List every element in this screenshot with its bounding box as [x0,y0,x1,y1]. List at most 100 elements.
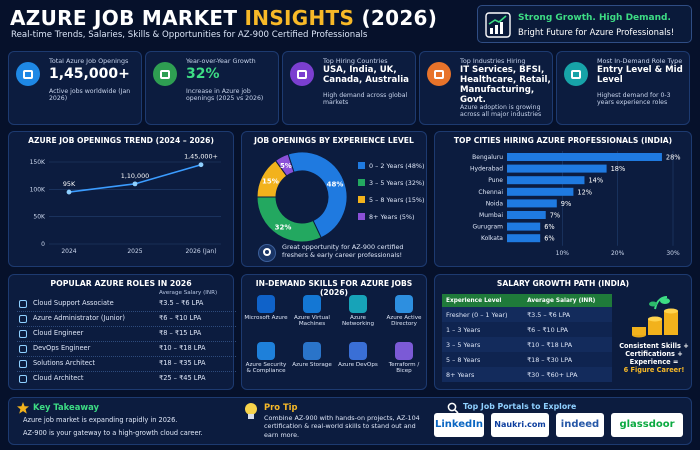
city-value-label: 6% [544,235,554,243]
legend-swatch [358,213,365,220]
trend-x-tick: 2024 [61,248,76,255]
skill-icon [349,342,367,360]
trend-chart: 150K 100K 50K 0 95K 2024 1,10,000 2025 1,45,000+… [30,153,221,255]
salary-card: SALARY GROWTH PATH (INDIA) Experience Le… [434,274,692,390]
role-salary: ₹10 – ₹18 LPA [159,344,206,352]
city-label: Mumbai [479,212,503,219]
kpi-value: Entry Level & Mid Level [597,65,683,85]
city-bar [507,176,585,185]
experience-donut: 48% 32% 15%5% [256,151,348,243]
kpi-value: IT Services, BFSI, Healthcare, Retail, M… [460,65,551,105]
donut-slice [287,151,348,239]
salary-table: Experience Level Average Salary (INR) Fr… [442,294,612,382]
role-icon [19,330,27,338]
skill-icon [395,342,413,360]
cities-title: TOP CITIES HIRING AZURE PROFESSIONALS (I… [453,136,673,145]
portal-linkedin[interactable]: LinkedIn [434,413,484,437]
role-salary: ₹3.5 – ₹6 LPA [159,299,204,307]
trend-x-tick: 2026 (Jan) [185,248,216,255]
skill-item: Azure Storage [289,342,335,368]
role-salary: ₹18 – ₹35 LPA [159,359,206,367]
role-name: DevOps Engineer [33,344,91,352]
skills-title: IN-DEMAND SKILLS FOR AZURE JOBS (2026) [255,279,413,297]
skill-item: Azure Active Directory [381,295,427,327]
skill-item: Microsoft Azure [243,295,289,321]
salary-header-amount: Average Salary (INR) [527,297,596,304]
donut-legend-item: 8+ Years (5%) [358,213,414,221]
trend-y-tick: 150K [30,159,46,166]
kpi-label: Year-over-Year Growth [186,57,256,65]
portal-glassdoor[interactable]: glassdoor [611,413,683,437]
city-x-tick: 20% [611,250,625,257]
kpi-card: Top Industries Hiring IT Services, BFSI, … [419,51,553,125]
roles-card: POPULAR AZURE ROLES IN 2026 Average Sala… [8,274,236,390]
roles-title: POPULAR AZURE ROLES IN 2026 [50,279,192,288]
portal-indeed[interactable]: indeed [556,413,604,437]
skill-item: Terraform / Bicep [381,342,427,374]
salary-level: 1 – 3 Years [446,325,481,334]
trend-point [198,162,204,168]
city-label: Bengaluru [472,154,503,161]
role-icon [19,375,27,383]
kpi-card: Top Hiring Countries USA, India, UK, Cana… [282,51,416,125]
salary-amount: ₹10 – ₹18 LPA [527,340,573,349]
trend-point [66,189,72,195]
donut-slice-label: 5% [280,162,292,170]
protip-text: Combine AZ-900 with hands-on projects, A… [264,414,420,439]
donut-legend-item: 3 – 5 Years (32%) [358,179,425,187]
role-icon [19,315,27,323]
city-label: Pune [488,177,503,184]
role-name: Cloud Engineer [33,329,84,337]
kpi-value: 32% [186,66,220,82]
search-icon [447,402,459,414]
kpi-note: High demand across global markets [323,92,408,106]
city-value-label: 9% [561,200,571,208]
briefcase-icon [16,62,40,86]
donut-slice-label: 48% [327,180,344,188]
salary-level: 5 – 8 Years [446,355,481,364]
trend-y-tick: 100K [30,186,46,193]
salary-amount: ₹18 – ₹30 LPA [527,355,573,364]
city-value-label: 12% [577,188,592,196]
skill-item: Azure Networking [335,295,381,327]
portal-naukri[interactable]: Naukri.com [491,413,549,437]
kpi-note: Active jobs worldwide (Jan 2026) [49,88,131,102]
building-icon [427,62,451,86]
donut-legend-item: 0 – 2 Years (48%) [358,162,425,170]
money-growth-icon [632,296,678,338]
city-x-tick: 30% [666,250,680,257]
legend-swatch [358,162,365,169]
salary-level: 3 – 5 Years [446,340,481,349]
city-bar [507,222,541,231]
trend-y-tick: 50K [33,214,46,221]
kpi-card: Most In-Demand Role Type Entry Level & Mi… [556,51,690,125]
skill-label: Azure Active Directory [386,315,422,327]
lightbulb-icon [245,403,257,419]
experience-note: Great opportunity for AZ-900 certified f… [282,243,404,259]
city-label: Chennai [478,189,503,196]
kpi-label: Most In-Demand Role Type [597,57,683,65]
city-bar [507,187,574,196]
badge-line-1: Strong Growth. High Demand. [518,13,671,23]
takeaway-title: Key Takeaway [33,402,99,412]
skill-icon [303,295,321,313]
skill-label: Azure DevOps [338,362,378,368]
role-divider [17,341,236,342]
salary-row: 8+ Years ₹30 – ₹60+ LPA [442,367,612,382]
role-salary: ₹6 – ₹10 LPA [159,314,202,322]
donut-legend-item: 5 – 8 Years (15%) [358,196,425,204]
target-icon [258,244,276,262]
trend-card: AZURE JOB OPENINGS TREND (2024 – 2026) 1… [8,131,234,267]
city-bar [507,199,557,208]
legend-swatch [358,196,365,203]
kpi-note: Increase in Azure job openings (2025 vs … [186,88,264,102]
skill-icon [303,342,321,360]
trend-point-label: 1,10,000 [121,172,149,180]
skill-label: Azure Networking [341,315,374,327]
city-label: Kolkata [481,235,503,242]
badge-line-2: Bright Future for Azure Professionals! [518,27,675,37]
star-icon [17,402,29,414]
donut-slice-label: 32% [275,223,292,231]
page-subtitle: Real-time Trends, Salaries, Skills & Opp… [11,30,368,40]
city-value-label: 6% [544,223,554,231]
